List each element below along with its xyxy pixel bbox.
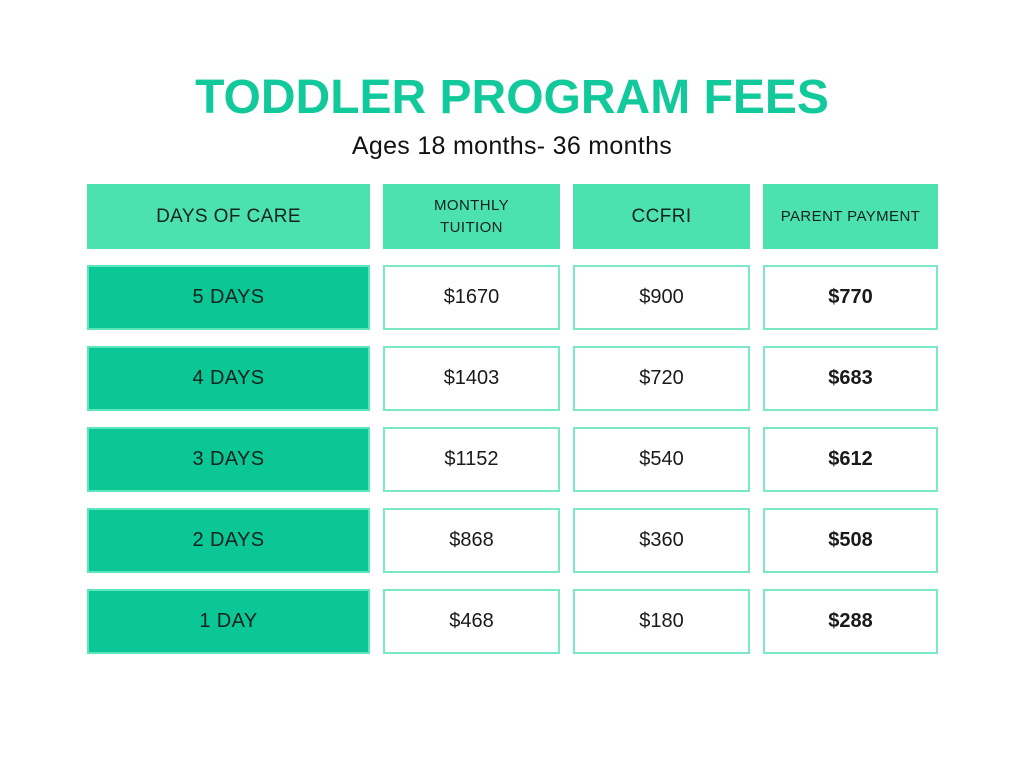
column-header-label: CCFRI — [631, 205, 692, 227]
column-header-label: MONTHLY TUITION — [433, 196, 510, 236]
cell-1-day-monthly-tuition: $468 — [383, 589, 560, 654]
column-header-label: PARENT PAYMENT — [780, 208, 921, 225]
cell-2-days-ccfri: $360 — [573, 508, 750, 573]
column-header-parent-payment: PARENT PAYMENT — [763, 184, 938, 249]
cell-3-days-parent-payment: $612 — [763, 427, 938, 492]
cell-4-days-ccfri: $720 — [573, 346, 750, 411]
cell-3-days-ccfri: $540 — [573, 427, 750, 492]
cell-4-days-monthly-tuition: $1403 — [383, 346, 560, 411]
row-label-5-days: 5 DAYS — [87, 265, 370, 330]
column-header-days-of-care: DAYS OF CARE — [87, 184, 370, 249]
row-label-2-days: 2 DAYS — [87, 508, 370, 573]
cell-3-days-monthly-tuition: $1152 — [383, 427, 560, 492]
cell-1-day-ccfri: $180 — [573, 589, 750, 654]
row-label-1-day: 1 DAY — [87, 589, 370, 654]
column-header-ccfri: CCFRI — [573, 184, 750, 249]
column-header-monthly-tuition: MONTHLY TUITION — [383, 184, 560, 249]
page-title: TODDLER PROGRAM FEES — [195, 71, 829, 124]
fees-table: DAYS OF CARE MONTHLY TUITION CCFRI PAREN… — [87, 184, 938, 654]
cell-2-days-parent-payment: $508 — [763, 508, 938, 573]
cell-4-days-parent-payment: $683 — [763, 346, 938, 411]
row-label-3-days: 3 DAYS — [87, 427, 370, 492]
cell-5-days-ccfri: $900 — [573, 265, 750, 330]
header-block: TODDLER PROGRAM FEES Ages 18 months- 36 … — [0, 74, 1024, 161]
cell-5-days-monthly-tuition: $1670 — [383, 265, 560, 330]
row-label-4-days: 4 DAYS — [87, 346, 370, 411]
column-header-label: DAYS OF CARE — [156, 205, 301, 227]
cell-2-days-monthly-tuition: $868 — [383, 508, 560, 573]
cell-1-day-parent-payment: $288 — [763, 589, 938, 654]
page-subtitle: Ages 18 months- 36 months — [351, 132, 673, 160]
cell-5-days-parent-payment: $770 — [763, 265, 938, 330]
